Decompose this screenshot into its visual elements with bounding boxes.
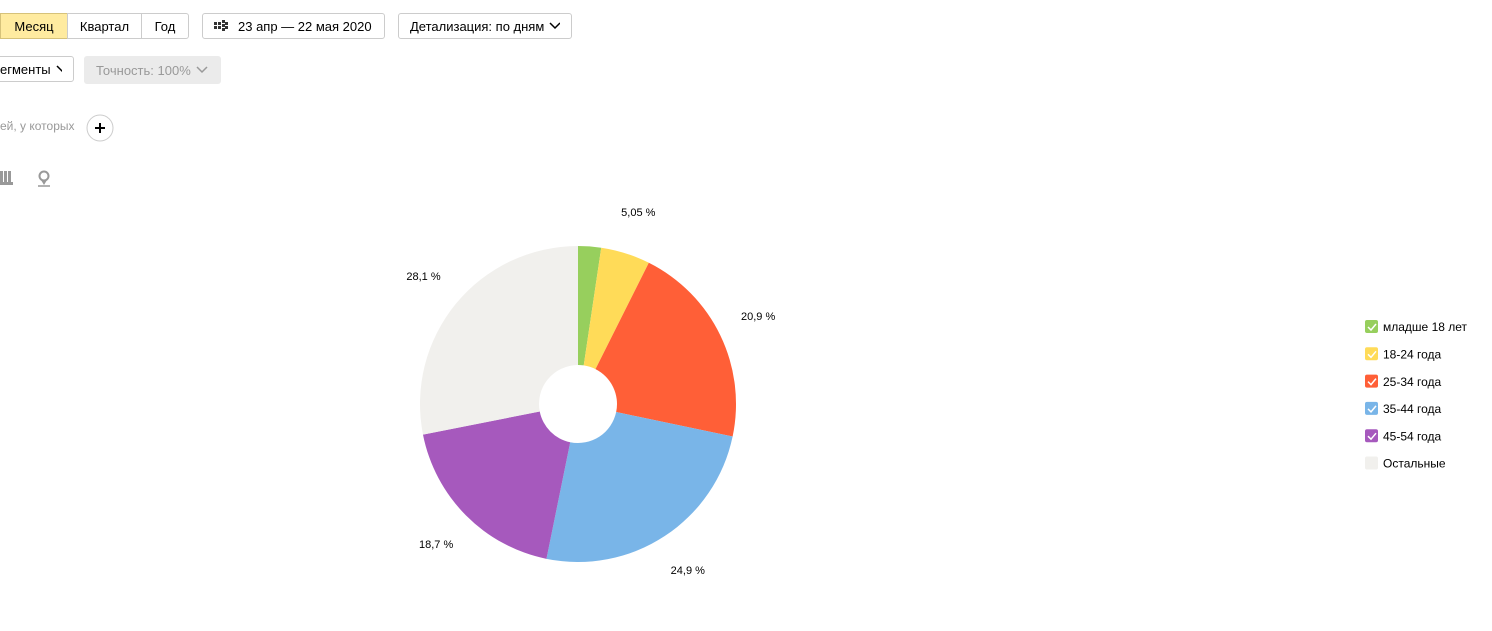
legend-check — [1367, 323, 1377, 332]
pie-slice — [595, 262, 736, 437]
legend-item[interactable]: 35-44 года — [1365, 401, 1442, 416]
calendar-icon — [214, 20, 228, 31]
legend-swatch — [1365, 401, 1378, 415]
data-label: 28,1 % — [406, 271, 440, 283]
legend-item[interactable]: Остальные — [1365, 456, 1446, 471]
period-quarter[interactable]: Квартал — [67, 13, 142, 39]
legend-swatch — [1365, 347, 1378, 361]
pie-slice — [583, 247, 649, 370]
label: 23 апр — 22 мая 2020 — [238, 18, 372, 34]
legend-label: младше 18 лет — [1383, 320, 1468, 334]
pie-slice — [419, 246, 578, 435]
legend-item[interactable]: 18-24 года — [1365, 347, 1442, 361]
date-picker[interactable]: 23 апр — 22 мая 2020 — [202, 13, 385, 39]
period-month[interactable]: Месяц — [0, 13, 68, 39]
table-icon[interactable] — [0, 171, 13, 185]
data-label: 5,05 % — [621, 207, 655, 219]
pie-slice — [546, 412, 733, 562]
legend-item[interactable]: 45-54 года — [1365, 429, 1442, 443]
label: Детализация: по дням — [410, 18, 545, 34]
accuracy-select[interactable]: Точность: 100% — [84, 56, 221, 84]
legend-check — [1367, 378, 1377, 386]
legend-check — [1367, 350, 1377, 359]
detail-select[interactable]: Детализация: по дням — [398, 13, 572, 39]
segments-select[interactable]: егменты — [0, 56, 74, 82]
legend-item[interactable]: младше 18 лет — [1365, 320, 1468, 334]
legend-label: 35-44 года — [1383, 402, 1442, 416]
legend-label: 25-34 года — [1383, 375, 1442, 389]
legend-swatch — [1365, 429, 1378, 443]
period-year[interactable]: Год — [141, 13, 189, 39]
pie-slice — [578, 246, 602, 366]
legend-item[interactable]: 25-34 года — [1365, 374, 1442, 389]
label: Квартал — [79, 18, 130, 34]
legend-swatch — [1365, 320, 1378, 333]
pie-slice — [422, 411, 571, 559]
legend-check — [1367, 405, 1377, 414]
filter-text: ей, у которых — [0, 119, 75, 133]
legend-label: 45-54 года — [1383, 429, 1442, 443]
data-label: 24,9 % — [671, 565, 705, 577]
legend-label: Остальные — [1383, 457, 1446, 471]
add-filter[interactable] — [86, 114, 116, 144]
chevron — [549, 22, 560, 30]
map-icon[interactable] — [38, 170, 50, 187]
label: Год — [154, 18, 176, 34]
label: Точность: 100% — [96, 62, 191, 78]
chevron — [196, 66, 208, 74]
legend-swatch — [1365, 456, 1378, 470]
chevron — [56, 65, 62, 73]
legend-swatch — [1365, 374, 1378, 388]
label: егменты — [0, 61, 51, 77]
label: Месяц — [14, 18, 54, 34]
legend-check — [1367, 432, 1377, 441]
view-icons — [0, 170, 50, 187]
data-label: 20,9 % — [741, 311, 775, 323]
data-label: 18,7 % — [419, 539, 453, 551]
legend-label: 18-24 года — [1383, 347, 1442, 361]
